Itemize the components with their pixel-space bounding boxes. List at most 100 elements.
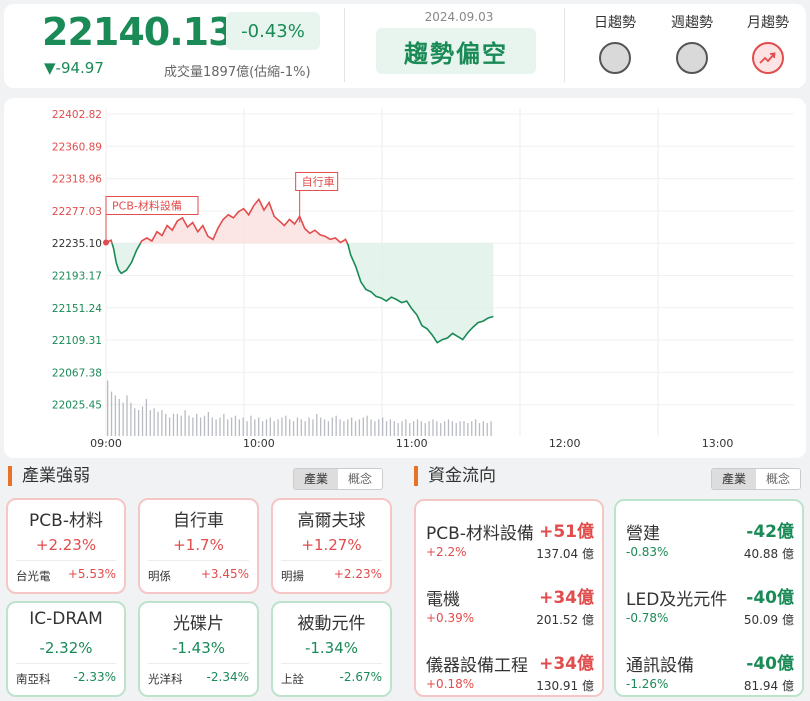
x-tick-label: 10:00 bbox=[243, 437, 275, 450]
industry-card[interactable]: 高爾夫球 +1.27% 明揚 +2.23% bbox=[271, 498, 392, 594]
leading-stock-name[interactable]: 光洋科 bbox=[148, 672, 183, 686]
industry-name: 自行車 bbox=[173, 511, 224, 531]
divider bbox=[564, 8, 565, 82]
annotation-box bbox=[105, 196, 199, 216]
fund-flow-row[interactable]: 通訊設備 -40億 -1.26% 81.94 億 bbox=[626, 639, 794, 701]
industry-change-pct: -2.32% bbox=[39, 639, 93, 657]
volume-bar bbox=[451, 421, 454, 436]
x-tick-label: 09:00 bbox=[90, 437, 122, 450]
y-tick-label: 22109.31 bbox=[52, 335, 102, 347]
leading-stock-name[interactable]: 上詮 bbox=[281, 672, 304, 686]
volume-bar bbox=[122, 402, 124, 436]
industry-card[interactable]: 光碟片 -1.43% 光洋科 -2.34% bbox=[138, 601, 259, 697]
volume-bar bbox=[416, 419, 419, 436]
trend-up-arrow-icon bbox=[752, 42, 784, 74]
volume-bar bbox=[401, 421, 403, 436]
volume-bar bbox=[258, 417, 260, 436]
volume-bar bbox=[265, 419, 268, 436]
industry-change-pct: +1.7% bbox=[173, 536, 224, 554]
fund-flow-volume: 81.94 億 bbox=[743, 679, 794, 693]
volume-bar bbox=[443, 421, 446, 436]
divider bbox=[344, 8, 345, 82]
volume-bar bbox=[296, 417, 299, 436]
fund-flow-row[interactable]: 電機 +34億 +0.39% 201.52 億 bbox=[426, 573, 594, 635]
fund-flow-industry-name: LED及光元件 bbox=[626, 590, 728, 610]
volume-bar bbox=[482, 421, 484, 436]
volume-bar bbox=[203, 415, 206, 436]
volume-bar bbox=[110, 391, 113, 436]
industry-name: IC-DRAM bbox=[29, 609, 103, 629]
tab-industry[interactable]: 產業 bbox=[712, 469, 756, 489]
fund-flow-change-pct: -1.26% bbox=[626, 677, 669, 691]
fund-flow-change-pct: +0.18% bbox=[426, 677, 475, 691]
volume-bar bbox=[378, 419, 380, 436]
trend-date: 2024.09.03 bbox=[424, 10, 494, 24]
monthly-trend[interactable]: 月趨勢 bbox=[733, 12, 803, 74]
daily-trend[interactable]: 日趨勢 bbox=[580, 12, 650, 74]
leading-stock-name[interactable]: 明係 bbox=[148, 569, 171, 583]
leading-stock-change-pct: +3.45% bbox=[200, 567, 249, 581]
volume-bar bbox=[176, 413, 179, 436]
y-tick-label: 22151.24 bbox=[52, 303, 102, 315]
volume-bar bbox=[467, 423, 469, 436]
leading-stock-change-pct: -2.34% bbox=[206, 670, 249, 684]
trend-label: 趨勢偏空 bbox=[376, 28, 536, 74]
fund-flow-industry-name: 儀器設備工程 bbox=[426, 656, 528, 676]
volume-bar bbox=[347, 419, 349, 436]
intraday-chart: 22402.82 22360.89 22318.96 22277.03 22235.10… bbox=[52, 108, 794, 450]
fund-flow-row[interactable]: 儀器設備工程 +34億 +0.18% 130.91 億 bbox=[426, 639, 594, 701]
volume-bar bbox=[358, 419, 361, 436]
volume-bar bbox=[316, 413, 318, 436]
volume-bar bbox=[281, 417, 283, 436]
volume-bar bbox=[463, 421, 465, 436]
volume-bar bbox=[289, 419, 291, 436]
volume-bar bbox=[223, 413, 225, 436]
tab-industry[interactable]: 產業 bbox=[294, 469, 338, 489]
volume-bar bbox=[184, 410, 186, 436]
annotation-label: PCB-材料設備 bbox=[112, 199, 182, 213]
volume-bar bbox=[118, 399, 120, 436]
industry-card[interactable]: PCB-材料 +2.23% 台光電 +5.53% bbox=[6, 498, 126, 594]
y-tick-label: 22318.96 bbox=[52, 174, 102, 186]
volume-bar bbox=[211, 417, 213, 436]
fund-flow-row[interactable]: 營建 -42億 -0.83% 40.88 億 bbox=[626, 507, 794, 569]
volume-bar bbox=[370, 419, 372, 436]
volume-bar bbox=[227, 419, 229, 436]
volume-bar bbox=[134, 408, 136, 436]
volume-bar bbox=[250, 415, 252, 436]
leading-stock-name[interactable]: 南亞科 bbox=[16, 672, 51, 686]
y-tick-label: 22235.10 bbox=[52, 238, 102, 250]
volume-bar bbox=[219, 417, 221, 436]
volume-bar bbox=[188, 415, 190, 436]
y-tick-label: 22402.82 bbox=[52, 109, 102, 121]
volume-bar bbox=[254, 419, 256, 436]
leading-stock-name[interactable]: 台光電 bbox=[16, 569, 51, 583]
volume-bar bbox=[354, 421, 357, 436]
y-tick-label: 22193.17 bbox=[52, 271, 102, 283]
tab-concept[interactable]: 概念 bbox=[338, 469, 382, 489]
leading-stock-change-pct: -2.33% bbox=[73, 670, 116, 684]
volume-bar bbox=[277, 419, 279, 436]
leading-stock-name[interactable]: 明揚 bbox=[281, 569, 304, 583]
industry-strength-title: 產業強弱 bbox=[8, 466, 90, 486]
weekly-trend[interactable]: 週趨勢 bbox=[657, 12, 727, 74]
volume-bar bbox=[409, 423, 411, 436]
divider bbox=[16, 663, 116, 664]
volume-bar bbox=[292, 421, 295, 436]
volume-bar bbox=[180, 415, 182, 436]
fund-flow-row[interactable]: PCB-材料設備 +51億 +2.2% 137.04 億 bbox=[426, 507, 594, 569]
fund-flow-toggle: 產業 概念 bbox=[711, 468, 801, 490]
price-line-down bbox=[111, 242, 142, 275]
daily-trend-indicator-icon bbox=[599, 42, 631, 74]
fund-flow-row[interactable]: LED及光元件 -40億 -0.78% 50.09 億 bbox=[626, 573, 794, 635]
y-tick-label: 22067.38 bbox=[52, 367, 102, 379]
volume-bar bbox=[161, 410, 163, 436]
volume-bar bbox=[234, 415, 237, 436]
industry-card[interactable]: 自行車 +1.7% 明係 +3.45% bbox=[138, 498, 259, 594]
tab-concept[interactable]: 概念 bbox=[756, 469, 800, 489]
industry-card[interactable]: IC-DRAM -2.32% 南亞科 -2.33% bbox=[6, 601, 126, 697]
industry-card[interactable]: 被動元件 -1.34% 上詮 -2.67% bbox=[271, 601, 392, 697]
volume-bar bbox=[405, 419, 407, 436]
volume-bar bbox=[424, 423, 426, 436]
volume-bar bbox=[145, 399, 148, 436]
